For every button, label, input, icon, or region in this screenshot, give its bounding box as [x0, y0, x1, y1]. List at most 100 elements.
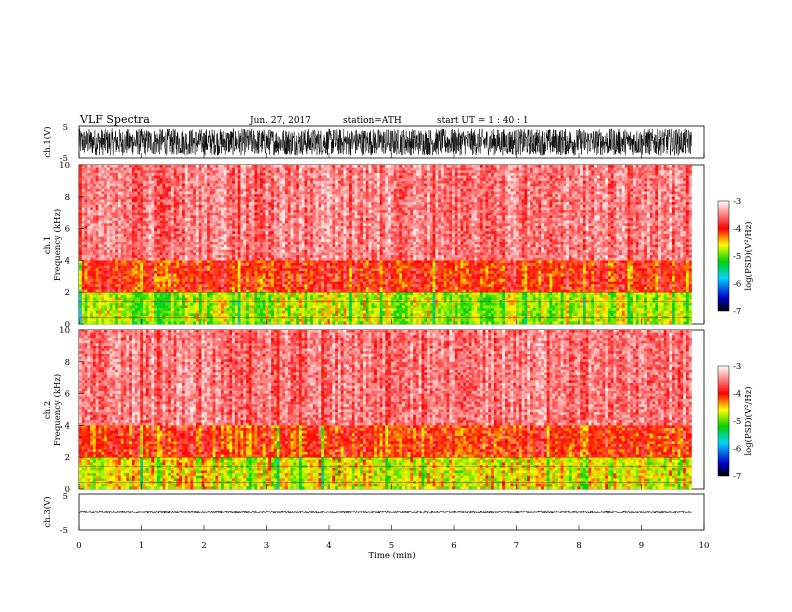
spectrogram-cell	[324, 221, 327, 224]
spectrogram-cell	[566, 210, 569, 213]
spectrogram-cell	[224, 210, 227, 213]
spectrogram-cell	[405, 194, 408, 197]
spectrogram-cell	[675, 205, 678, 208]
spectrogram-cell	[550, 165, 553, 168]
spectrogram-cell	[399, 207, 402, 210]
spectrogram-cell	[678, 205, 681, 208]
spectrogram-cell	[132, 223, 135, 226]
spectrogram-cell	[678, 181, 681, 184]
spectrogram-cell	[413, 221, 416, 224]
spectrogram-cell	[630, 173, 633, 176]
spectrogram-cell	[254, 210, 257, 213]
spectrogram-cell	[171, 205, 174, 208]
spectrogram-cell	[633, 178, 636, 181]
spectrogram-cell	[154, 205, 157, 208]
spectrogram-cell	[335, 215, 338, 218]
spectrogram-cell	[182, 207, 185, 210]
spectrogram-cell	[363, 218, 366, 221]
spectrogram-cell	[129, 186, 132, 189]
spectrogram-cell	[254, 176, 257, 179]
spectrogram-cell	[296, 178, 299, 181]
spectrogram-cell	[266, 213, 269, 216]
spectrogram-cell	[202, 184, 205, 187]
spectrogram-cell	[502, 168, 505, 171]
spectrogram-cell	[210, 173, 213, 176]
spectrogram-cell	[616, 173, 619, 176]
spectrogram-cell	[591, 173, 594, 176]
spectrogram-cell	[575, 210, 578, 213]
spectrogram-cell	[282, 186, 285, 189]
spectrogram-cell	[424, 173, 427, 176]
spectrogram-cell	[176, 192, 179, 195]
spectrogram-cell	[118, 207, 121, 210]
spectrogram-cell	[349, 168, 352, 171]
spectrogram-cell	[330, 199, 333, 202]
spectrogram-cell	[680, 189, 683, 192]
spectrogram-cell	[672, 202, 675, 205]
spectrogram-cell	[441, 210, 444, 213]
spectrogram-cell	[555, 210, 558, 213]
spectrogram-cell	[449, 168, 452, 171]
spectrogram-cell	[149, 199, 152, 202]
spectrogram-cell	[188, 197, 191, 200]
spectrogram-cell	[263, 199, 266, 202]
spectrogram-cell	[597, 194, 600, 197]
spectrogram-cell	[533, 207, 536, 210]
spectrogram-cell	[558, 202, 561, 205]
spectrogram-cell	[572, 186, 575, 189]
spectrogram-cell	[137, 197, 140, 200]
spectrogram-cell	[332, 199, 335, 202]
spectrogram-cell	[79, 176, 82, 179]
spectrogram-cell	[87, 207, 90, 210]
spectrogram-cell	[90, 194, 93, 197]
spectrogram-cell	[285, 181, 288, 184]
spectrogram-cell	[210, 194, 213, 197]
spectrogram-cell	[480, 184, 483, 187]
spectrogram-cell	[636, 192, 639, 195]
spectrogram-cell	[210, 199, 213, 202]
spectrogram-cell	[126, 176, 129, 179]
spectrogram-cell	[619, 165, 622, 168]
spectrogram-cell	[494, 178, 497, 181]
spectrogram-cell	[430, 223, 433, 226]
spectrogram-cell	[524, 202, 527, 205]
spectrogram-cell	[302, 213, 305, 216]
spectrogram-cell	[388, 181, 391, 184]
spectrogram-cell	[96, 170, 99, 173]
spectrogram-cell	[644, 197, 647, 200]
spectrogram-cell	[480, 202, 483, 205]
spectrogram-cell	[396, 178, 399, 181]
spectrogram-cell	[243, 215, 246, 218]
spectrogram-cell	[302, 205, 305, 208]
spectrogram-cell	[227, 223, 230, 226]
spectrogram-cell	[499, 197, 502, 200]
spectrogram-cell	[558, 165, 561, 168]
spectrogram-cell	[121, 186, 124, 189]
spectrogram-cell	[249, 178, 252, 181]
spectrogram-cell	[124, 176, 127, 179]
spectrogram-cell	[355, 221, 358, 224]
spectrogram-cell	[257, 168, 260, 171]
spectrogram-cell	[424, 218, 427, 221]
spectrogram-cell	[588, 168, 591, 171]
spectrogram-cell	[363, 207, 366, 210]
spectrogram-cell	[380, 186, 383, 189]
spectrogram-cell	[469, 213, 472, 216]
spectrogram-cell	[583, 207, 586, 210]
spectrogram-cell	[288, 178, 291, 181]
spectrogram-cell	[602, 186, 605, 189]
spectrogram-cell	[305, 197, 308, 200]
spectrogram-cell	[115, 186, 118, 189]
spectrogram-cell	[249, 173, 252, 176]
spectrogram-cell	[252, 186, 255, 189]
spectrogram-cell	[686, 189, 689, 192]
spectrogram-cell	[165, 184, 168, 187]
spectrogram-cell	[588, 165, 591, 168]
spectrogram-cell	[357, 165, 360, 168]
spectrogram-cell	[524, 173, 527, 176]
spectrogram-cell	[444, 173, 447, 176]
spectrogram-cell	[477, 221, 480, 224]
spectrogram-cell	[110, 181, 113, 184]
spectrogram-cell	[558, 205, 561, 208]
spectrogram-cell	[499, 189, 502, 192]
